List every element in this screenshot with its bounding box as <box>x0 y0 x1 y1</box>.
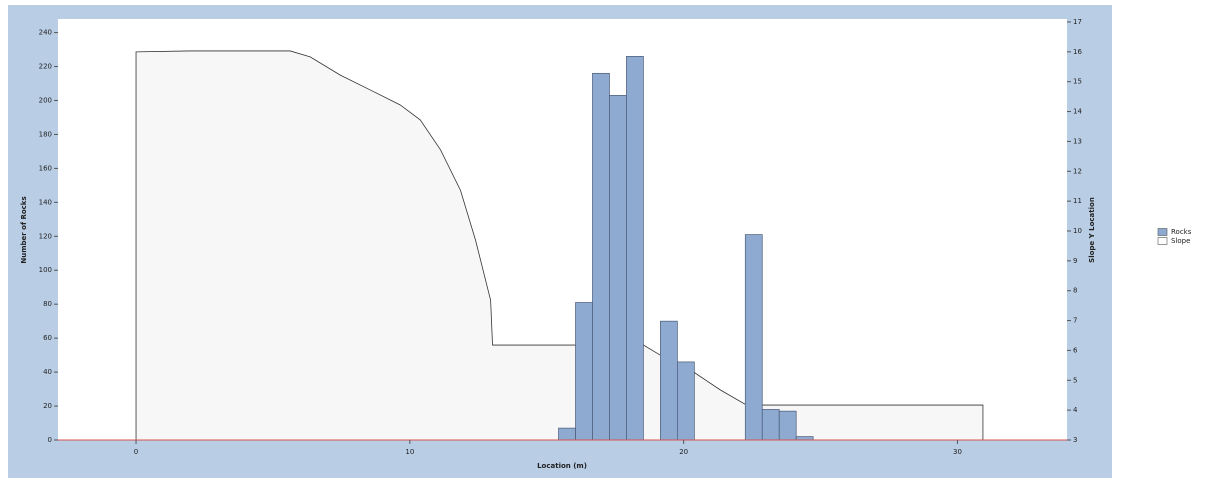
bar <box>609 95 627 441</box>
y2-tick-label: 10 <box>1073 227 1082 235</box>
y-tick-label: 160 <box>39 164 52 172</box>
y2-tick-label: 5 <box>1073 376 1077 384</box>
bar <box>744 234 763 441</box>
y2-tick-label: 11 <box>1073 197 1082 205</box>
y-axis-title: Number of Rocks <box>20 196 28 263</box>
y2-tick-label: 7 <box>1073 317 1077 325</box>
y-tick-label: 140 <box>39 198 52 206</box>
y2-tick-label: 15 <box>1073 78 1082 86</box>
x-tick-label: 0 <box>134 448 138 456</box>
y2-tick-label: 13 <box>1073 137 1082 145</box>
bar <box>626 55 644 441</box>
x-axis-title: Location (m) <box>537 462 587 470</box>
y-tick-label: 20 <box>43 402 52 410</box>
y-tick-label: 0 <box>48 436 52 444</box>
bar <box>677 361 695 441</box>
y2-tick-label: 17 <box>1073 18 1082 26</box>
legend-label: Slope <box>1171 237 1190 245</box>
y-tick-label: 120 <box>39 232 52 240</box>
bar <box>558 427 576 441</box>
y2-tick-label: 8 <box>1073 287 1077 295</box>
y2-tick-label: 16 <box>1073 48 1082 56</box>
slope-area <box>136 50 983 440</box>
y-tick-label: 200 <box>39 96 52 104</box>
y2-tick-label: 9 <box>1073 257 1077 265</box>
y-tick-label: 60 <box>43 334 52 342</box>
bar <box>761 409 780 441</box>
legend-label: Rocks <box>1171 228 1192 236</box>
bar <box>575 302 593 441</box>
y-tick-label: 100 <box>39 266 52 274</box>
x-tick-label: 20 <box>679 448 688 456</box>
bar <box>592 72 610 441</box>
y2-tick-label: 3 <box>1073 436 1077 444</box>
y2-tick-label: 14 <box>1073 108 1082 116</box>
y-tick-label: 80 <box>43 300 52 308</box>
bar <box>795 436 814 441</box>
legend-swatch <box>1157 237 1168 245</box>
y2-tick-label: 4 <box>1073 406 1078 414</box>
x-tick-label: 30 <box>953 448 962 456</box>
y-tick-label: 240 <box>39 29 52 37</box>
bar <box>778 410 797 441</box>
y2-tick-label: 12 <box>1073 167 1082 175</box>
y-tick-label: 220 <box>39 63 52 71</box>
slope-line <box>135 50 984 440</box>
y-tick-label: 40 <box>43 368 52 376</box>
bar <box>660 320 678 441</box>
legend-swatch <box>1157 228 1168 236</box>
y2-tick-label: 6 <box>1073 346 1078 354</box>
x-tick-label: 10 <box>405 448 414 456</box>
y2-axis-title: Slope Y Location <box>1088 197 1096 263</box>
y-tick-label: 180 <box>39 130 52 138</box>
